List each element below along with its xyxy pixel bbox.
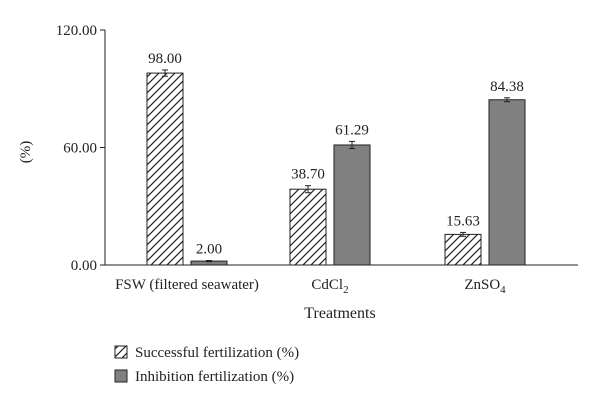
x-tick-label: CdCl2 <box>311 277 348 296</box>
legend-label: Successful fertilization (%) <box>135 345 299 361</box>
y-tick-label: 0.00 <box>71 258 97 274</box>
data-label: 61.29 <box>335 122 369 138</box>
data-label: 84.38 <box>490 79 524 95</box>
legend-label: Inhibition fertilization (%) <box>135 369 294 385</box>
data-label: 15.63 <box>446 213 480 229</box>
y-axis-label: (%) <box>18 141 34 164</box>
y-tick-label: 120.00 <box>56 23 97 39</box>
bar-successful <box>289 188 327 266</box>
x-tick-label: FSW (filtered seawater) <box>115 277 259 293</box>
bar-successful <box>444 233 482 266</box>
data-label: 2.00 <box>196 241 222 257</box>
bar-inhibition <box>488 99 526 266</box>
x-axis: FSW (filtered seawater) CdCl2 ZnSO4 <box>105 264 578 296</box>
data-label: 98.00 <box>148 51 182 67</box>
x-tick-label: ZnSO4 <box>464 277 506 296</box>
legend-swatch <box>114 345 128 359</box>
bars-group: 98.00 38.70 15.63 2.00 61.29 84.38 <box>146 51 526 266</box>
y-axis: 0.00 60.00 120.00 <box>56 23 106 274</box>
y-tick-label: 60.00 <box>63 141 97 157</box>
bar-inhibition <box>333 144 371 266</box>
legend-swatch <box>114 369 128 383</box>
data-label: 38.70 <box>291 167 325 183</box>
bar-successful <box>146 72 184 266</box>
legend: Successful fertilization (%) Inhibition f… <box>114 345 299 385</box>
x-axis-label: Treatments <box>304 305 375 322</box>
